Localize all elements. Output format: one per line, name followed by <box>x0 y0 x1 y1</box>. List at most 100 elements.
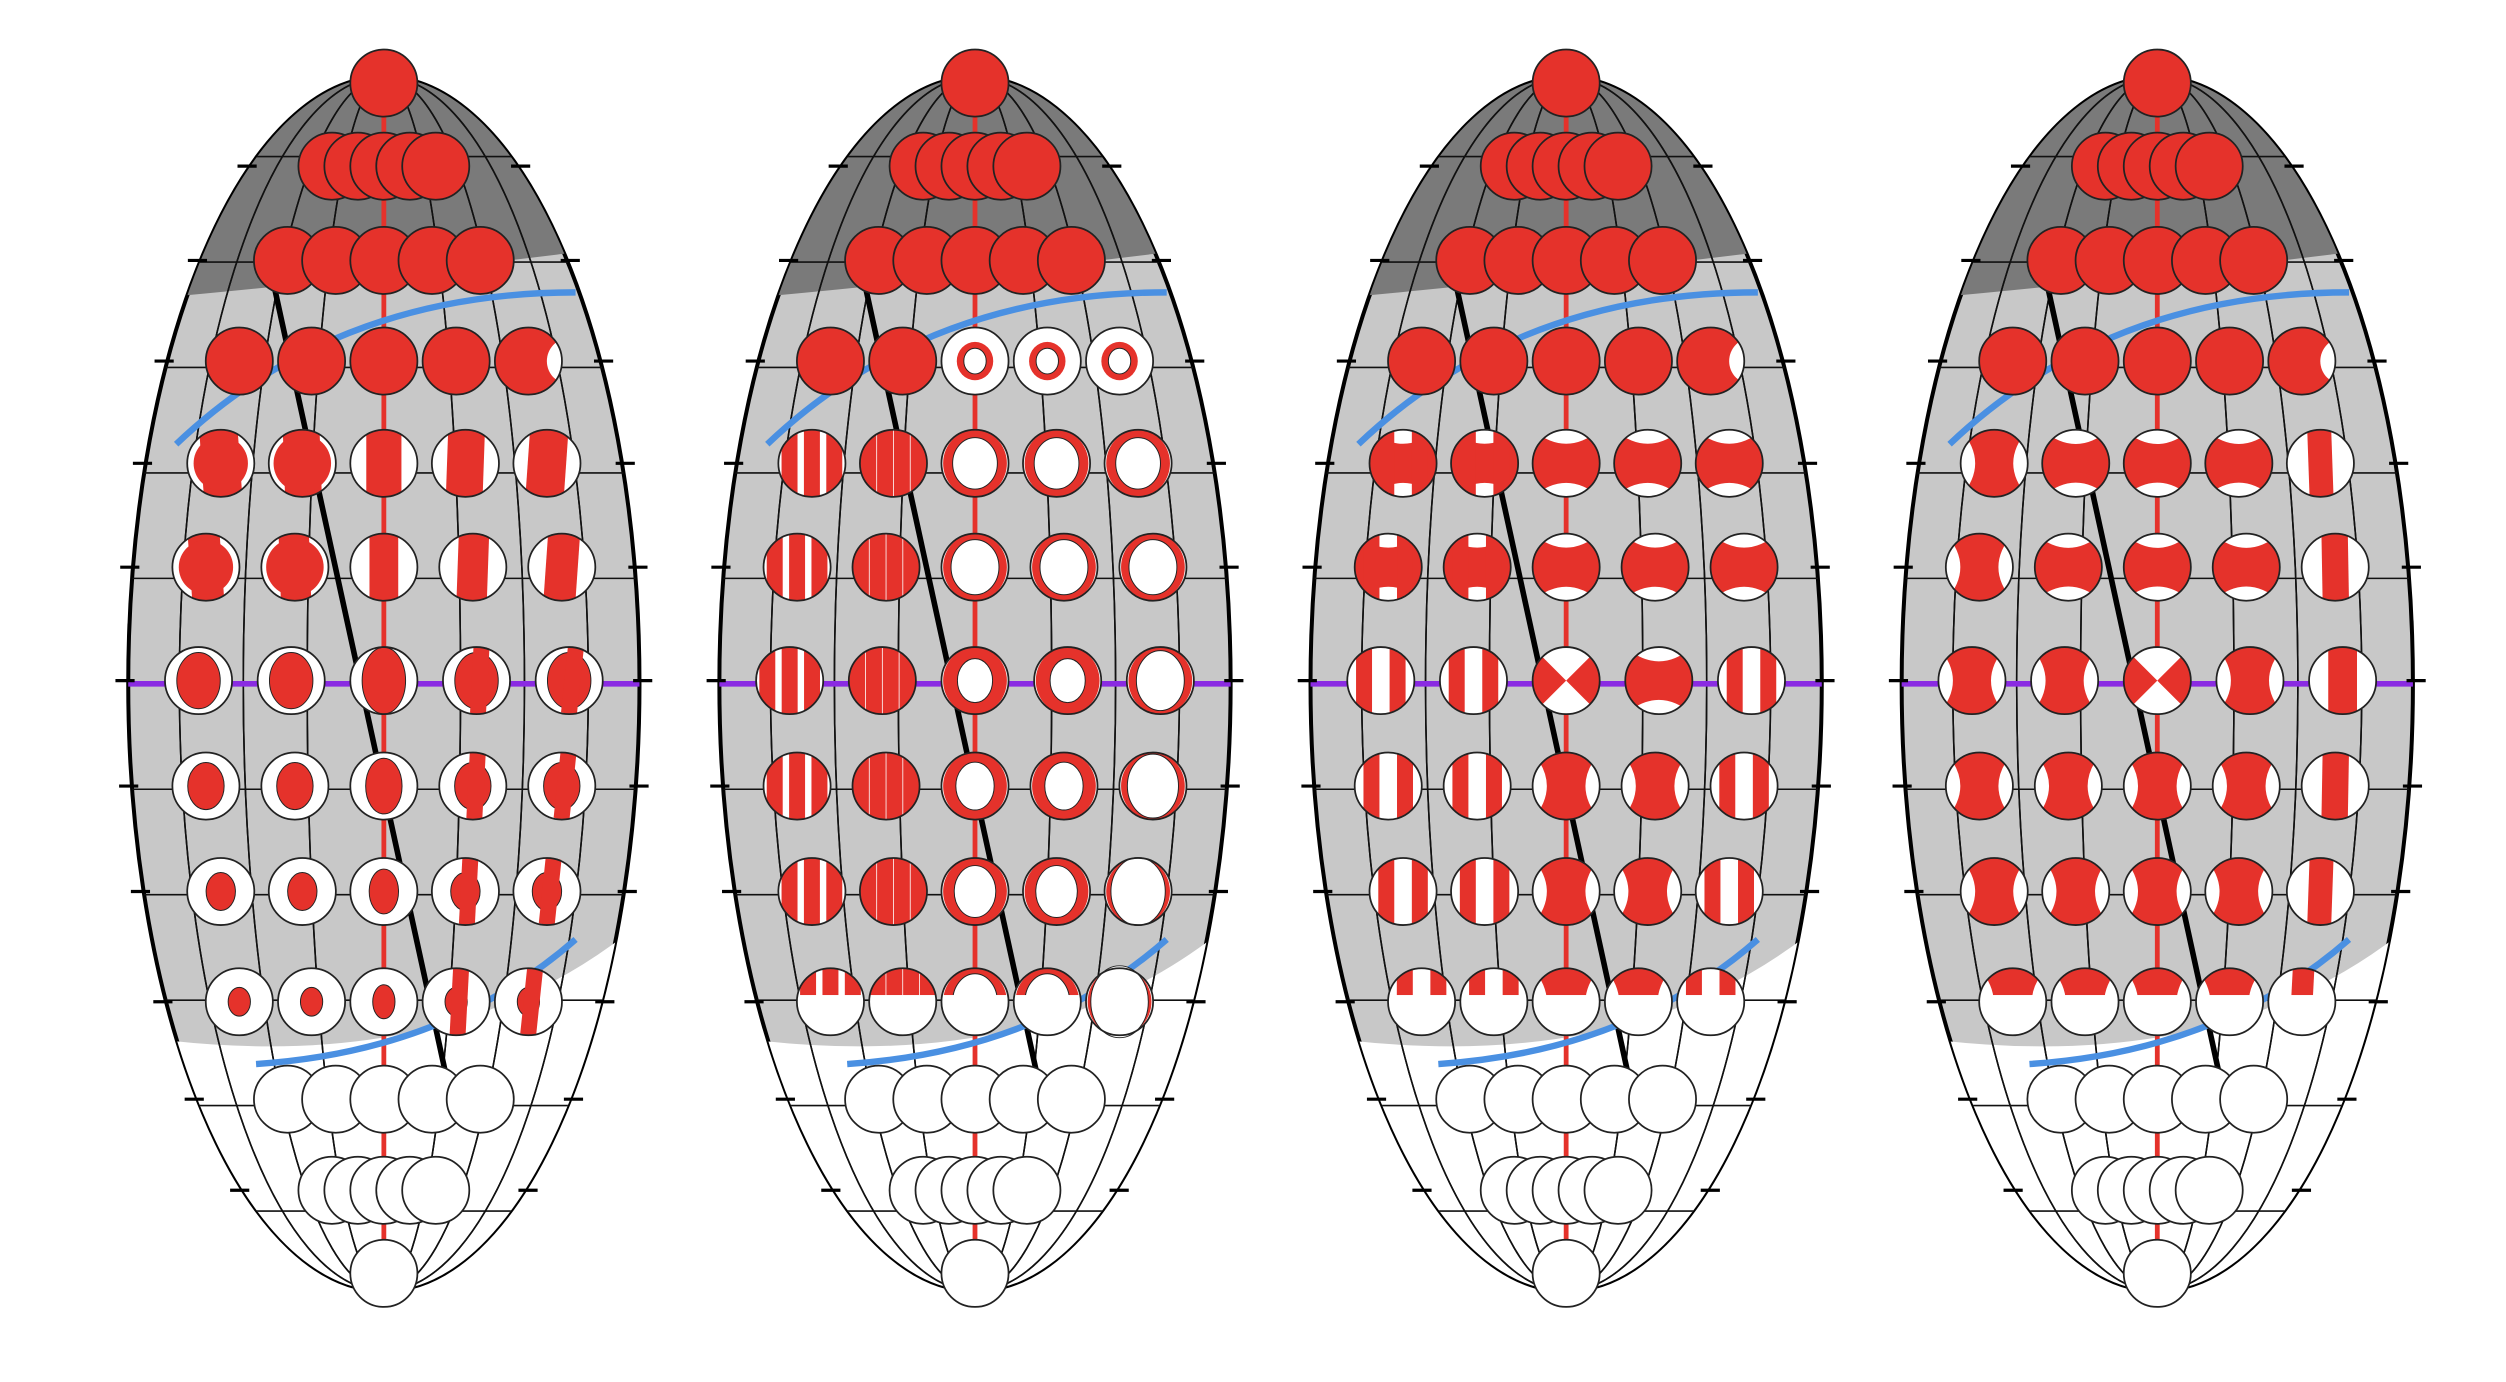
sphere-marker <box>1029 532 1099 602</box>
sphere-marker <box>186 428 256 498</box>
sphere-marker <box>2204 857 2274 926</box>
sphere-marker <box>1353 751 1423 821</box>
sphere-marker <box>992 1155 1062 1225</box>
sphere-marker <box>2195 326 2265 396</box>
sphere-marker <box>1676 326 1746 396</box>
sphere-marker <box>1022 857 1091 926</box>
sphere-marker <box>1012 326 1082 396</box>
sphere-marker <box>421 326 491 396</box>
upper-boundary-arc <box>173 289 576 447</box>
sphere-marker <box>1531 225 1601 295</box>
sphere-marker <box>1103 428 1173 498</box>
sphere-marker <box>1709 532 1779 602</box>
sphere-marker <box>349 532 419 602</box>
sphere-marker <box>777 857 847 926</box>
sphere-marker <box>796 326 865 396</box>
sphere-marker <box>1450 857 1520 926</box>
sphere-marker <box>349 751 419 821</box>
marker-grid <box>1346 48 1786 1308</box>
sphere-marker <box>256 646 326 716</box>
sphere-marker <box>2122 751 2192 821</box>
sphere-marker <box>1583 131 1653 201</box>
sphere-marker <box>349 48 419 118</box>
sphere-marker <box>1717 646 1786 716</box>
sphere-marker <box>401 1155 471 1225</box>
sphere-marker <box>2033 532 2103 602</box>
sphere-marker <box>301 225 371 295</box>
panel-1 <box>115 48 653 1308</box>
sphere-marker <box>2285 428 2355 498</box>
sphere-marker <box>204 967 274 1037</box>
sphere-marker <box>940 225 1010 295</box>
sphere-marker <box>527 532 597 602</box>
sphere-marker <box>1583 1155 1653 1225</box>
sphere-marker <box>1459 967 1529 1037</box>
sphere-marker <box>777 428 847 498</box>
sphere-marker <box>1531 751 1601 821</box>
sphere-marker <box>2174 131 2244 201</box>
sphere-marker <box>2204 428 2274 498</box>
panel-3 <box>1297 48 1835 1308</box>
sphere-marker <box>844 225 914 295</box>
sphere-marker <box>1387 326 1457 396</box>
sphere-marker <box>940 428 1010 498</box>
sphere-marker <box>940 48 1010 118</box>
sphere-marker <box>1435 225 1505 295</box>
sphere-marker <box>1709 751 1779 821</box>
sphere-marker <box>2211 751 2281 821</box>
sphere-marker <box>2122 326 2192 396</box>
sphere-marker <box>267 857 337 926</box>
sphere-marker <box>1029 751 1099 821</box>
sphere-marker <box>1694 857 1764 926</box>
marker-grid <box>1937 48 2378 1308</box>
sphere-marker <box>1459 326 1529 396</box>
sphere-marker <box>204 326 274 396</box>
sphere-marker <box>940 751 1010 821</box>
upper-boundary-arc <box>1947 289 2350 447</box>
sphere-marker <box>445 225 515 295</box>
sphere-marker <box>267 428 337 498</box>
sphere-marker <box>859 428 928 498</box>
sphere-marker <box>442 646 511 716</box>
sphere-marker <box>2308 646 2378 716</box>
sphere-marker <box>1531 48 1601 118</box>
sphere-marker <box>1624 646 1694 716</box>
sphere-marker <box>1450 428 1520 498</box>
sphere-marker <box>430 428 500 498</box>
sphere-marker <box>940 857 1010 926</box>
sphere-marker <box>1103 857 1173 926</box>
sphere-marker <box>512 428 582 498</box>
sphere-marker <box>851 532 921 602</box>
sphere-marker <box>430 857 500 926</box>
sphere-marker <box>512 857 582 926</box>
sphere-marker <box>1368 428 1438 498</box>
sphere-marker <box>2050 326 2120 396</box>
sphere-marker <box>940 326 1010 396</box>
sphere-marker <box>349 1238 419 1308</box>
sphere-marker <box>2171 225 2240 295</box>
sphere-marker <box>847 646 917 716</box>
sphere-marker <box>2300 751 2370 821</box>
sphere-marker <box>1531 857 1601 926</box>
sphere-marker <box>1603 967 1673 1037</box>
sphere-marker <box>2033 751 2103 821</box>
sphere-marker <box>2300 532 2370 602</box>
sphere-marker <box>421 967 491 1037</box>
sphere-marker <box>438 751 508 821</box>
panel-2 <box>706 48 1244 1308</box>
sphere-marker <box>2174 1155 2244 1225</box>
sphere-marker <box>1603 326 1673 396</box>
sphere-marker <box>1676 967 1746 1037</box>
sphere-marker <box>1613 428 1683 498</box>
sphere-marker <box>1118 532 1188 602</box>
sphere-marker <box>1694 428 1764 498</box>
sphere-marker <box>2122 532 2192 602</box>
sphere-marker <box>762 532 832 602</box>
sphere-marker <box>534 646 604 716</box>
sphere-marker <box>186 857 256 926</box>
sphere-marker <box>2122 1238 2192 1308</box>
sphere-marker <box>1531 326 1601 396</box>
sphere-marker <box>2215 646 2285 716</box>
sphere-marker <box>1628 225 1697 295</box>
